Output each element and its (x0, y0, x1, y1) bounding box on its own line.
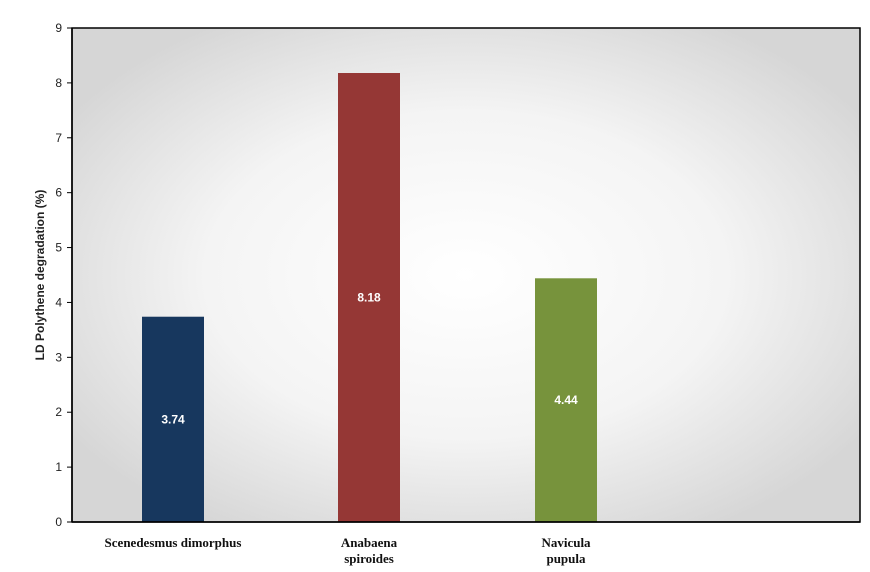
bars: 3.74 8.18 4.44 (142, 73, 597, 523)
y-tick-label: 3 (55, 350, 62, 364)
x-category-label: Anabaena (341, 535, 398, 550)
y-tick-label: 1 (55, 460, 62, 474)
y-tick-label: 0 (55, 515, 62, 529)
y-tick-label: 9 (55, 21, 62, 35)
bar-value-label: 8.18 (357, 291, 381, 305)
bar (338, 73, 400, 523)
y-tick-label: 5 (55, 241, 62, 255)
y-tick-label: 7 (55, 131, 62, 145)
x-category-label: Navicula (541, 535, 591, 550)
bar (535, 278, 597, 522)
x-category-label: Scenedesmus dimorphus (105, 535, 242, 550)
y-tick-label: 4 (55, 295, 62, 309)
y-tick-label: 6 (55, 186, 62, 200)
y-axis-label: LD Polythene degradation (%) (33, 190, 47, 361)
y-axis-ticks: 0 1 2 3 4 5 6 7 8 9 (55, 21, 72, 529)
bar-value-label: 3.74 (161, 412, 185, 426)
y-tick-label: 2 (55, 405, 62, 419)
bar (142, 316, 204, 522)
bar-value-label: 4.44 (554, 393, 578, 407)
y-tick-label: 8 (55, 76, 62, 90)
x-category-label: spiroides (344, 551, 394, 566)
x-category-label: pupula (546, 551, 586, 566)
